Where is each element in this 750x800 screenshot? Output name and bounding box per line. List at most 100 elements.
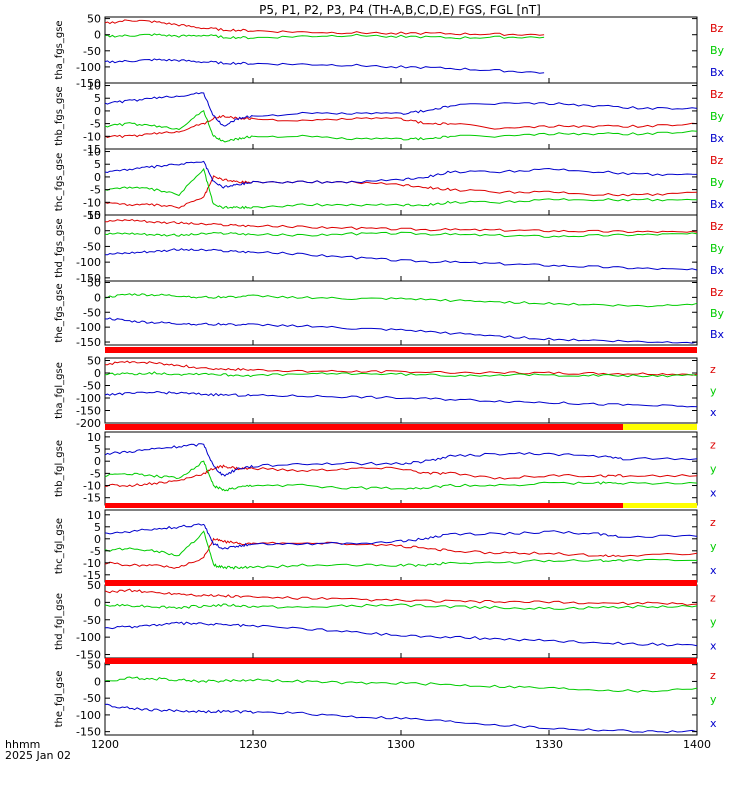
y-tick-label: -5	[90, 184, 101, 197]
legend-entry: Bz	[710, 88, 724, 101]
y-tick-label: 50	[87, 355, 101, 368]
series-line-y	[104, 460, 698, 492]
legend-entry: Bx	[710, 328, 725, 341]
y-tick-label: -200	[76, 417, 101, 430]
series-line-x	[104, 621, 698, 647]
y-tick-label: 10	[87, 431, 101, 444]
y-tick-label: -50	[83, 306, 101, 319]
series-line-by	[104, 33, 545, 40]
legend-entry: y	[710, 540, 717, 553]
legend-entry: x	[710, 406, 717, 419]
y-tick-label: -50	[83, 45, 101, 58]
series-line-x	[104, 703, 698, 734]
y-tick-label: 0	[94, 29, 101, 42]
series-line-bx	[104, 92, 698, 127]
y-tick-label: -10	[83, 130, 101, 143]
y-tick-label: 0	[94, 225, 101, 238]
mode-bar-segment	[105, 347, 697, 353]
series-line-z	[104, 588, 698, 606]
y-tick-label: 0	[94, 291, 101, 304]
panel-4: 50 0 -50 -100 -150 thd_fgs_gse Bz By Bx	[54, 209, 725, 285]
panel-frame	[104, 82, 698, 150]
series-line-z	[104, 360, 698, 376]
y-tick-label: -5	[90, 118, 101, 131]
panel-6: 500-50-100-150-200 tha_fgl_gse zyx	[54, 355, 717, 431]
y-tick-label: -100	[76, 256, 101, 269]
legend-entry: By	[710, 110, 725, 123]
y-tick-label: -50	[83, 614, 101, 627]
mode-bar-segment	[105, 503, 623, 508]
y-tick-label: 10	[87, 509, 101, 522]
legend-entry: Bx	[710, 198, 725, 211]
panel-frame	[104, 509, 698, 583]
y-tick-label: 0	[94, 455, 101, 468]
y-tick-label: -150	[76, 336, 101, 349]
y-tick-label: 10	[87, 146, 101, 159]
x-tick-label: 1400	[683, 738, 711, 751]
y-tick-label: -5	[90, 545, 101, 558]
y-axis-label: thc_fgl_gse	[54, 518, 65, 574]
y-axis-label: tha_fgl_gse	[54, 362, 65, 419]
y-tick-label: -10	[83, 557, 101, 570]
y-tick-label: -10	[83, 196, 101, 209]
series-line-x	[104, 390, 698, 408]
series-line-y	[104, 530, 697, 570]
mode-bar-segment	[105, 580, 697, 586]
y-tick-label: 5	[94, 92, 101, 105]
y-axis-label: tha_fgs_gse	[54, 20, 65, 79]
series-line-bz	[104, 218, 698, 234]
legend-entry: z	[710, 438, 716, 451]
x-tick-label: 1330	[535, 738, 563, 751]
y-tick-label: 0	[94, 596, 101, 609]
series-line-bx	[104, 58, 545, 74]
legend-entry: x	[710, 717, 717, 730]
mode-bar-segment	[623, 424, 697, 430]
legend-entry: z	[710, 363, 716, 376]
series-line-by	[104, 231, 698, 238]
panel-frame	[104, 357, 698, 424]
y-tick-label: -100	[76, 392, 101, 405]
legend-entry: Bz	[710, 154, 724, 167]
y-tick-label: 0	[94, 105, 101, 118]
y-tick-label: 5	[94, 521, 101, 534]
panel-frame	[104, 214, 698, 282]
series-line-z	[104, 464, 698, 488]
y-tick-label: -150	[76, 77, 101, 90]
footer-label-date: 2025 Jan 02	[5, 749, 71, 762]
y-tick-label: 50	[87, 276, 101, 289]
series-line-by	[104, 167, 698, 210]
series-line-z	[104, 537, 698, 569]
y-tick-label: -50	[83, 240, 101, 253]
mode-bar-segment	[623, 503, 697, 508]
x-tick-label: 1200	[91, 738, 119, 751]
panel-10: 50 0 -50 -100 -150 the_fgl_gse zyx 1200 1230 1300…	[54, 659, 717, 751]
y-tick-label: -150	[76, 726, 101, 739]
legend-entry: Bz	[710, 22, 724, 35]
y-axis-label: thc_fgs_gse	[54, 153, 65, 212]
legend-entry: By	[710, 176, 725, 189]
series-line-x	[104, 523, 698, 550]
y-tick-label: -15	[83, 143, 101, 156]
y-tick-label: -100	[76, 61, 101, 74]
y-tick-label: -100	[76, 321, 101, 334]
series-line-by	[104, 293, 698, 308]
panel-5: 50 0 -50 -100 -150 the_fgs_gse Bz By Bx	[54, 276, 725, 349]
series-line-y	[104, 603, 698, 610]
legend-entry: Bz	[710, 286, 724, 299]
mode-bar-segment	[105, 424, 623, 430]
legend-entry: Bx	[710, 66, 725, 79]
series-line-bx	[104, 317, 698, 344]
y-tick-label: -100	[76, 709, 101, 722]
y-tick-label: 0	[94, 675, 101, 688]
y-tick-label: -15	[83, 209, 101, 222]
legend-entry: z	[710, 591, 716, 604]
panel-frame	[104, 280, 698, 346]
legend-entry: By	[710, 307, 725, 320]
footer-label-hhmm: hhmm	[5, 738, 40, 751]
y-tick-label: 50	[87, 209, 101, 222]
series-line-y	[104, 676, 698, 693]
